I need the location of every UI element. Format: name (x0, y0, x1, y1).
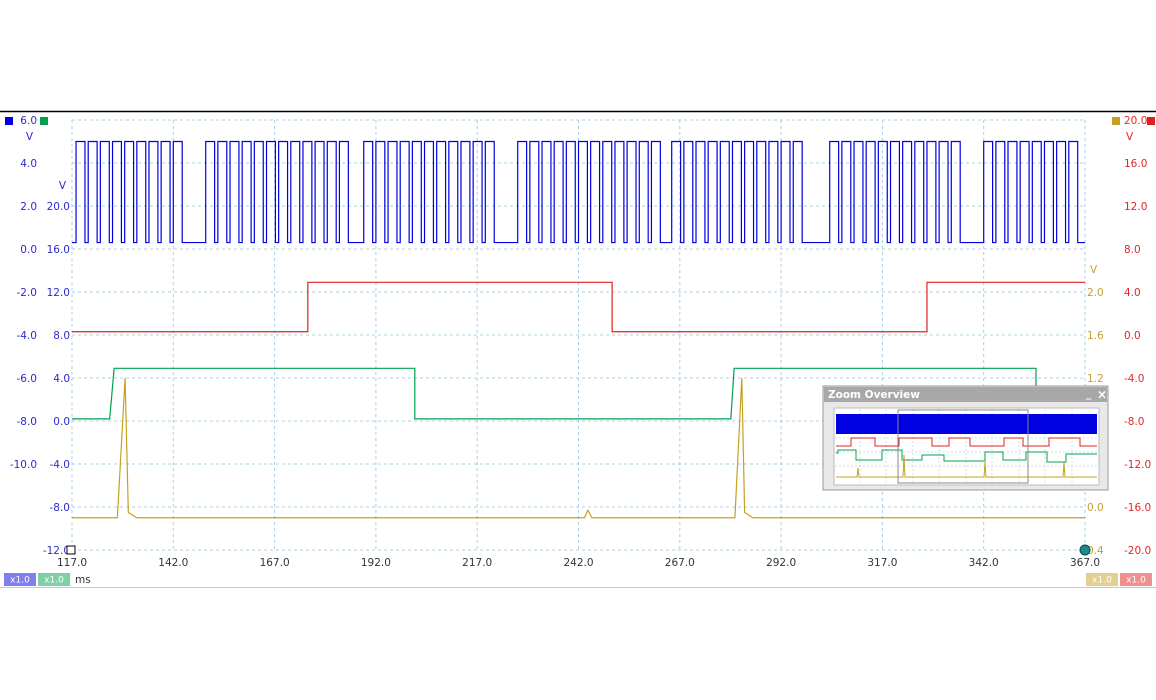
scale-button-label: x1.0 (10, 576, 30, 586)
channel-icon[interactable] (40, 117, 48, 125)
y-unit: V (26, 131, 34, 143)
scale-button[interactable] (38, 573, 70, 586)
zoom-title-bar (824, 387, 1107, 402)
zoom-overview[interactable]: Zoom Overview _ × (822, 385, 1109, 491)
ruler-handle[interactable] (66, 545, 76, 555)
y-tick-label: 4.0 (20, 158, 37, 170)
y-tick-label: 0.0 (53, 416, 70, 428)
y-tick-label: -4.0 (17, 330, 38, 342)
x-tick-label: 217.0 (462, 557, 492, 569)
scale-button[interactable] (1120, 573, 1152, 586)
scale-button-label: x1.0 (44, 576, 64, 586)
y-tick-label: -8.0 (17, 416, 38, 428)
x-tick-label: 192.0 (361, 557, 391, 569)
y-tick-label: 20.0 (47, 201, 70, 213)
y-tick-label: 4.0 (53, 373, 70, 385)
y-tick-label: -6.0 (17, 373, 38, 385)
zoom-blue-trace (836, 414, 1097, 434)
x-tick-label: 342.0 (969, 557, 999, 569)
y-tick-label: 4.0 (1124, 287, 1141, 299)
y-tick-label: 8.0 (53, 330, 70, 342)
x-tick-label: 167.0 (260, 557, 290, 569)
trace (72, 377, 1085, 519)
bottom-bar: ms x1.0 x1.0 x1.0 x1.0 (4, 573, 1152, 586)
ruler-handle[interactable] (1079, 544, 1091, 556)
y-tick-label: 12.0 (1124, 201, 1147, 213)
y-tick-label: 0.0 (1124, 330, 1141, 342)
y-tick-label: -12.0 (43, 545, 70, 557)
zoom-green-trace (836, 449, 1097, 463)
x-tick-label: 242.0 (563, 557, 593, 569)
y-tick-label: 20.0 (1124, 115, 1147, 127)
scale-button[interactable] (1086, 573, 1118, 586)
y-tick-label: 6.0 (20, 115, 37, 127)
x-unit: ms (75, 574, 91, 586)
x-tick-label: 117.0 (57, 557, 87, 569)
y-tick-label: 0.4 (1087, 545, 1104, 557)
y-tick-label: 1.2 (1087, 373, 1104, 385)
y-tick-label: 16.0 (47, 244, 70, 256)
y-tick-label: -8.0 (50, 502, 71, 514)
channel-icon[interactable] (1112, 117, 1120, 125)
y-tick-label: 12.0 (47, 287, 70, 299)
zoom-close[interactable]: × (1097, 388, 1107, 402)
y-tick-label: 0.0 (1087, 502, 1104, 514)
y-tick-label: -4.0 (50, 459, 71, 471)
y-tick-label: 0.0 (20, 244, 37, 256)
trace (72, 281, 1085, 333)
channel-icon[interactable] (1147, 117, 1155, 125)
y-tick-label: -10.0 (10, 459, 37, 471)
y-tick-label: 2.0 (20, 201, 37, 213)
x-tick-label: 267.0 (665, 557, 695, 569)
zoom-minimize[interactable]: _ (1086, 388, 1092, 400)
axis-labels: 117.0 142.0 167.0 192.0 217.0 242.0 267.0 292.0… (10, 115, 1151, 569)
x-tick-label: 367.0 (1070, 557, 1100, 569)
y-unit: V (1126, 131, 1134, 143)
y-tick-label: -2.0 (17, 287, 38, 299)
x-tick-label: 292.0 (766, 557, 796, 569)
zoom-yellow-trace (836, 454, 1097, 478)
trace (72, 140, 1085, 244)
scale-button[interactable] (4, 573, 36, 586)
y-tick-label: -16.0 (1124, 502, 1151, 514)
y-tick-label: -12.0 (1124, 459, 1151, 471)
zoom-red-trace (836, 437, 1097, 447)
channel-icon[interactable] (5, 117, 13, 125)
x-tick-label: 317.0 (867, 557, 897, 569)
y-tick-label: -20.0 (1124, 545, 1151, 557)
y-tick-label: 8.0 (1124, 244, 1141, 256)
zoom-viewport[interactable] (897, 409, 1029, 484)
scale-button-label: x1.0 (1092, 576, 1112, 586)
y-tick-label: 16.0 (1124, 158, 1147, 170)
y-unit: V (59, 180, 67, 192)
y-tick-label: 1.6 (1087, 330, 1104, 342)
y-tick-label: 2.0 (1087, 287, 1104, 299)
scale-button-label: x1.0 (1126, 576, 1146, 586)
y-tick-label: -8.0 (1124, 416, 1145, 428)
zoom-title: Zoom Overview (828, 389, 920, 401)
y-unit: V (1090, 264, 1098, 276)
x-tick-label: 142.0 (158, 557, 188, 569)
y-tick-label: -4.0 (1124, 373, 1145, 385)
